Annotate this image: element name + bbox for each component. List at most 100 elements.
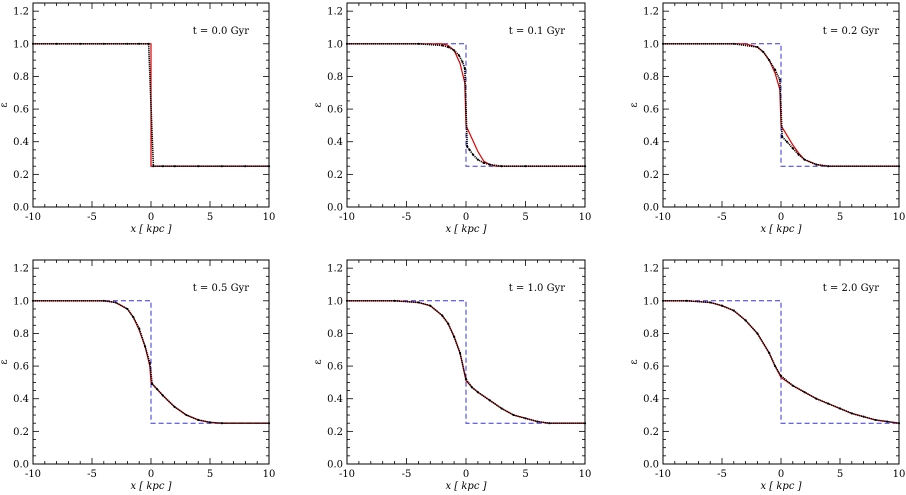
x-tick-label: -5 [87,212,97,223]
simulation-point [661,42,665,45]
simulation-point [732,309,735,312]
simulation-point [114,301,117,304]
simulation-point [161,394,164,397]
simulation-point [488,163,491,166]
simulation-point [778,78,781,81]
simulation-point [779,374,783,377]
simulation-point [791,384,794,387]
simulation-point [886,420,889,423]
y-axis-title: ε [0,359,10,364]
y-tick-label: 1.2 [327,7,343,18]
simulation-point [850,412,853,415]
simulation-point [548,422,551,425]
y-tick-label: 0.2 [643,427,659,438]
simulation-point [838,407,842,410]
time-annotation: t = 0.2 Gyr [823,26,879,37]
series-simulation-line [33,42,269,167]
simulation-point [827,402,830,405]
simulation-point [476,391,479,394]
x-tick-label: -5 [402,212,412,223]
simulation-point [463,67,466,70]
simulation-point [827,165,830,168]
y-axis-title: ε [629,359,640,364]
y-tick-label: 0.4 [327,137,343,148]
time-annotation: t = 1.0 Gyr [509,283,565,294]
y-tick-label: 1.2 [327,264,343,275]
simulation-point [453,49,456,52]
simulation-point [524,417,527,420]
simulation-point [781,135,784,138]
simulation-point [768,351,771,355]
simulation-point [244,165,247,168]
y-tick-label: 0.8 [643,329,659,340]
simulation-point [197,165,200,168]
simulation-point [720,304,724,307]
x-tick-label: 5 [207,469,213,480]
x-tick-label: 5 [837,212,843,223]
x-axis-title: x [ kpc ] [760,481,801,492]
simulation-point [173,405,176,408]
x-tick-label: -5 [717,212,727,223]
simulation-point [500,407,503,410]
chart-panel-2: -10 -5 0 5 10 0.0 0.2 0.4 0.6 0.8 1.0 1.2 x [ kpc ] ε… [313,2,591,235]
simulation-point [31,299,35,302]
series-simulation-line [663,299,900,424]
simulation-point [220,165,223,168]
simulation-point [661,299,665,302]
simulation-point [470,386,474,389]
simulation-point [55,42,58,45]
x-tick-label: -5 [87,469,97,480]
simulation-point [417,301,420,304]
y-tick-label: 0.2 [13,170,29,181]
simulation-point [126,42,129,45]
simulation-point [785,140,789,143]
x-axis-title: x [ kpc ] [445,224,486,235]
y-tick-label: 0.4 [643,394,659,405]
y-tick-label: 0.8 [327,329,343,340]
y-axis-title: ε [313,359,324,364]
simulation-point [155,387,158,391]
x-tick-label: -10 [339,469,355,480]
simulation-point [148,361,151,364]
x-tick-label: 0 [148,212,154,223]
simulation-point [173,165,176,168]
simulation-point [583,422,587,425]
chart-panel-1: -10 -5 0 5 10 0.0 0.2 0.4 0.6 0.8 1.0 1.2 x [ kpc ] ε… [0,2,275,235]
x-tick-label: 10 [579,469,592,480]
chart-panel-3: -10 -5 0 5 10 0.0 0.2 0.4 0.6 0.8 1.0 1.2 x [ kpc ] ε… [629,2,905,235]
y-tick-label: 0.0 [643,203,659,214]
simulation-point [31,42,35,45]
simulation-point [464,378,468,381]
simulation-point [461,60,464,63]
simulation-point [774,364,777,368]
y-tick-label: 1.0 [13,296,29,307]
y-tick-label: 0.6 [327,105,343,116]
simulation-point [732,42,735,45]
simulation-point [524,165,527,168]
y-tick-label: 0.2 [327,427,343,438]
simulation-point [468,148,471,151]
x-axis-title: x [ kpc ] [760,224,801,235]
simulation-point [874,418,877,422]
simulation-point [79,42,82,45]
y-tick-label: 1.0 [643,296,659,307]
time-annotation: t = 0.1 Gyr [509,26,565,37]
simulation-point [797,153,800,156]
y-tick-label: 1.0 [643,39,659,50]
x-axis-title: x [ kpc ] [445,481,486,492]
y-tick-label: 1.0 [327,39,343,50]
simulation-point [132,316,135,319]
y-tick-label: 0.4 [327,394,343,405]
y-tick-label: 0.0 [327,460,343,471]
x-tick-label: 0 [778,469,784,480]
series-analytic-line [33,300,269,424]
chart-panel-4: -10 -5 0 5 10 0.0 0.2 0.4 0.6 0.8 1.0 1.2 x [ kpc ] ε… [0,259,275,492]
y-tick-label: 1.2 [13,7,29,18]
x-tick-label: 0 [463,212,469,223]
simulation-point [536,420,539,423]
y-tick-label: 1.2 [643,7,659,18]
x-tick-label: -10 [339,212,355,223]
chart-panel-6: -10 -5 0 5 10 0.0 0.2 0.4 0.6 0.8 1.0 1.2 x [ kpc ] ε… [629,259,905,492]
y-tick-label: 0.6 [643,362,659,373]
